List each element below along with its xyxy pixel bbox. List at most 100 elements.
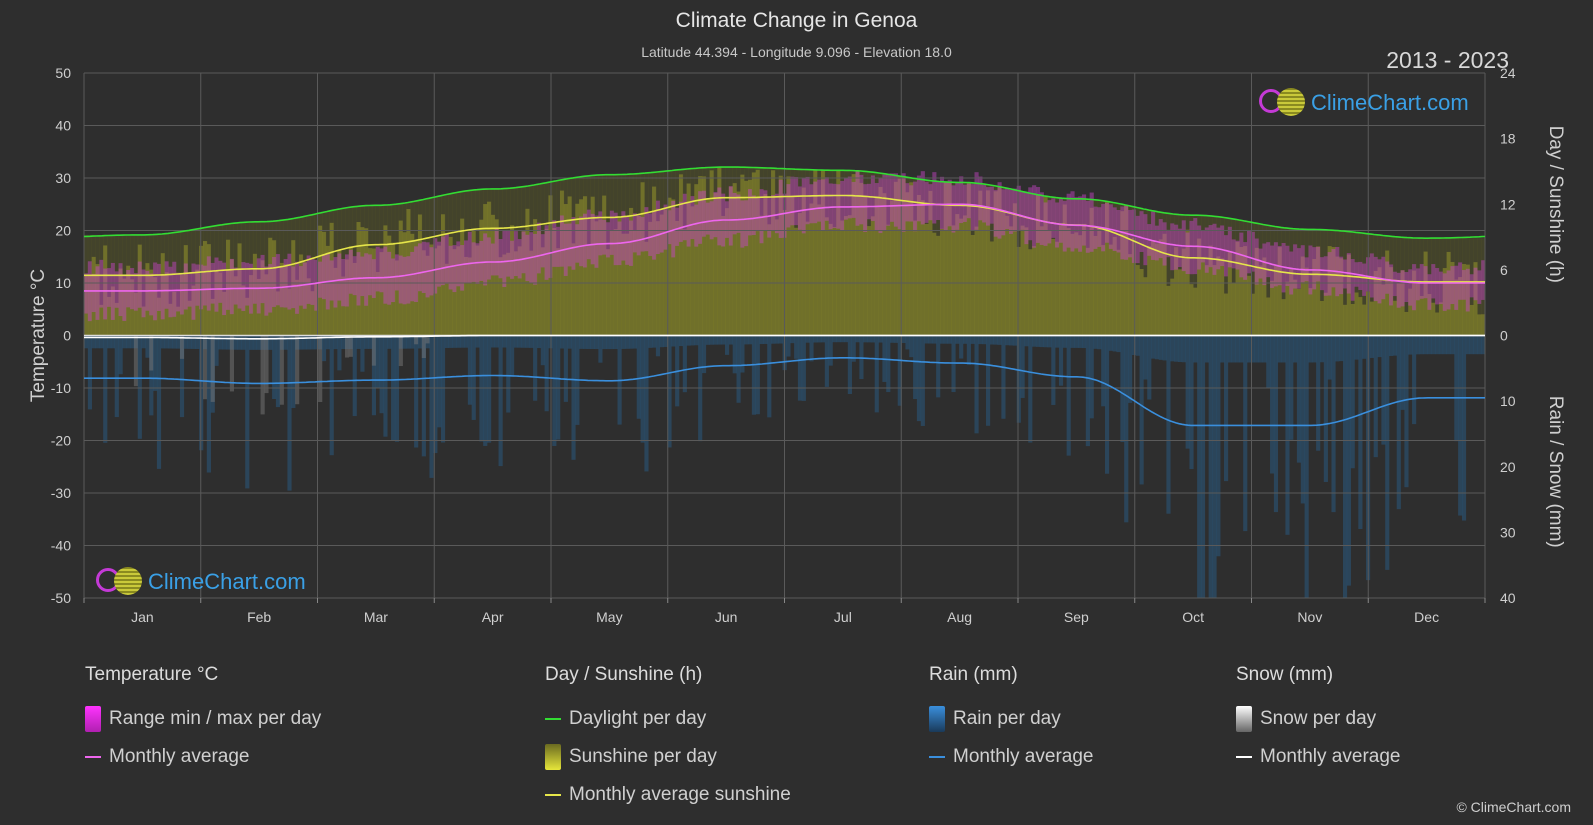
temp-range-bar — [621, 211, 626, 261]
sunshine-bar — [1005, 215, 1010, 336]
rain-bar — [513, 335, 519, 348]
legend-item-sunshine: Sunshine per day — [545, 738, 791, 776]
legend-label: Daylight per day — [569, 708, 707, 729]
blue-bar-swatch-icon — [929, 706, 945, 732]
sunshine-bar — [748, 179, 753, 336]
sunshine-bar — [1461, 264, 1467, 336]
temp-range-bar — [252, 269, 258, 304]
temp-range-bar — [582, 213, 588, 268]
temp-range-bar — [160, 274, 165, 320]
brand-logo-top[interactable]: ClimeChart.com — [1257, 86, 1469, 120]
legend-temperature: Temperature °C Range min / max per day M… — [85, 664, 321, 776]
sunshine-bar — [1220, 258, 1225, 336]
daylight-bar — [1189, 215, 1194, 336]
sunshine-bar — [126, 265, 131, 336]
rain-bar — [579, 335, 584, 349]
rain-bar — [1128, 335, 1133, 403]
rain-bar — [701, 335, 707, 374]
rain-bar — [1193, 335, 1198, 363]
rain-bar — [275, 335, 281, 408]
temp-range-bar — [897, 178, 902, 230]
temp-range-bar — [337, 253, 342, 301]
temp-range-bar — [226, 270, 231, 310]
rain-bar — [1016, 335, 1021, 423]
rain-bar — [897, 335, 902, 406]
sunshine-bar — [1389, 267, 1394, 336]
sunshine-bar — [1304, 267, 1309, 336]
rain-bar — [448, 335, 453, 348]
temp-range-bar — [107, 268, 112, 307]
sunshine-bar — [855, 170, 860, 336]
rain-bar — [878, 335, 883, 343]
temp-range-bar — [517, 239, 522, 279]
sunshine-bar — [1285, 281, 1290, 336]
sunshine-bar — [168, 303, 173, 336]
sunshine-bar — [352, 262, 357, 336]
temp-range-bar — [99, 259, 104, 308]
rain-bar — [905, 335, 910, 350]
sunshine-bar — [1262, 257, 1267, 336]
sunshine-bar — [218, 272, 223, 336]
sunshine-bar — [1247, 275, 1252, 336]
sunshine-bar — [1362, 304, 1367, 336]
temp-range-bar — [1408, 269, 1413, 306]
temp-range-bar — [824, 177, 829, 221]
temp-range-bar — [490, 243, 496, 276]
rain-bar — [1162, 335, 1167, 361]
sunshine-bar — [1043, 196, 1048, 336]
rain-bar — [644, 335, 649, 472]
y-tick-label-left: -40 — [51, 538, 71, 554]
temp-range-bar — [456, 241, 461, 287]
sunshine-bar — [582, 196, 588, 336]
sunshine-bar — [84, 275, 89, 336]
rain-bar — [1105, 335, 1110, 474]
temp-range-bar — [398, 255, 403, 304]
legend-label: Monthly average — [1260, 746, 1401, 767]
rain-bar — [406, 335, 411, 349]
temp-range-bar — [790, 176, 795, 226]
temp-range-bar — [1396, 272, 1401, 308]
temp-range-bar — [1412, 264, 1417, 311]
legend-item-temp-range: Range min / max per day — [85, 700, 321, 738]
rain-bar — [805, 335, 810, 343]
sunshine-bar — [149, 269, 154, 336]
legend-label: Snow per day — [1260, 708, 1377, 729]
temp-range-bar — [978, 176, 983, 221]
daylight-bar — [172, 232, 177, 336]
rain-bar — [1062, 335, 1067, 348]
temp-range-bar — [1058, 198, 1064, 243]
axes-layer: 50 40 30 20 10 0 -10 -20 -30 -40 -50 24 18 12 6 0 10 20 30… — [28, 65, 1566, 625]
temp-range-bar — [928, 184, 933, 221]
temp-range-bar — [982, 185, 987, 223]
temp-range-bar — [302, 262, 307, 309]
temp-range-bar — [149, 273, 154, 316]
rain-bar — [1189, 335, 1194, 470]
sunshine-bar — [341, 276, 346, 336]
rain-bar — [640, 335, 645, 443]
temp-range-bar — [740, 200, 745, 248]
rain-bar — [191, 335, 196, 349]
y-tick-label-right-sunshine: 18 — [1500, 131, 1516, 147]
rain-bar — [1243, 335, 1248, 532]
temp-range-bar — [640, 216, 645, 252]
rain-bar — [1143, 335, 1148, 380]
rain-bar — [1250, 335, 1255, 363]
daylight-bar — [341, 208, 346, 336]
temp-range-bar — [1465, 268, 1470, 312]
sunshine-bar — [1151, 240, 1156, 336]
sunshine-bar — [1101, 245, 1106, 336]
temp-range-bar — [202, 265, 208, 306]
rain-bar — [1085, 335, 1090, 447]
sunshine-bar — [487, 201, 492, 336]
y-axis-title-right-bottom: Rain / Snow (mm) — [1545, 396, 1566, 548]
sunshine-bar — [1477, 314, 1482, 336]
snow-bar — [295, 335, 300, 405]
brand-logo-bottom[interactable]: ClimeChart.com — [94, 565, 306, 599]
rain-bar — [1450, 335, 1455, 355]
temp-range-bar — [613, 212, 618, 266]
rain-bar — [1135, 335, 1140, 356]
sunshine-bar — [1227, 250, 1232, 336]
rain-bar — [272, 335, 277, 399]
temp-range-bar — [771, 195, 776, 231]
sunshine-bar — [951, 225, 956, 336]
